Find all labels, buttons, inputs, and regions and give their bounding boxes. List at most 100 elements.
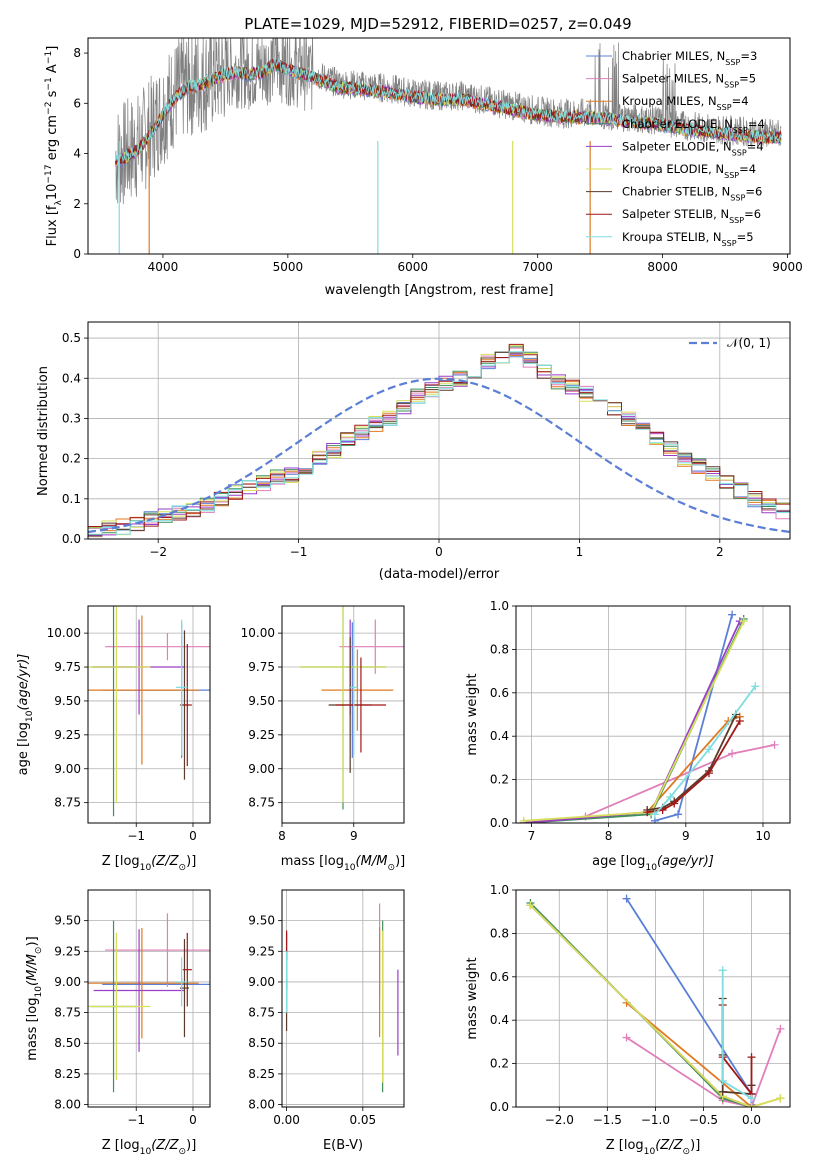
- label-part: )]: [690, 1138, 700, 1153]
- label-part: mass [log: [25, 998, 40, 1061]
- x-tick-label: −1.0: [641, 1113, 670, 1127]
- label-part: Salpeter STELIB, N: [622, 207, 729, 221]
- errorbar-point: [182, 643, 192, 767]
- y-tick-label: 0: [73, 247, 81, 261]
- figure-title: PLATE=1029, MJD=52912, FIBERID=0257, z=0…: [244, 15, 631, 33]
- y-tick-label: 0.6: [490, 686, 509, 700]
- axes-frame: [515, 605, 791, 824]
- y-tick-label: 8.00: [248, 1098, 275, 1112]
- y-tick-label: 8.75: [248, 1006, 275, 1020]
- label-part: A: [45, 64, 60, 77]
- axes-weight_vs_Z: −2.0 −1.5 −1.0 −0.5 0.0 0.0 0.2 0.4 0.6 0.8 1.0 Z […: [465, 883, 791, 1157]
- label-part: =3: [740, 49, 757, 63]
- weight-series-2: [523, 715, 741, 823]
- weight-marker: [704, 769, 713, 778]
- y-tick-label: 0.8: [490, 642, 509, 656]
- legend-label: Kroupa STELIB, NSSP=5: [622, 230, 754, 248]
- axes-frame: [87, 37, 791, 255]
- weight-series-8: [721, 970, 752, 1100]
- weight-series-7: [721, 1005, 753, 1097]
- label-part: )]: [25, 936, 40, 946]
- model-spectrum-6: [115, 59, 782, 165]
- x-tick-label: 8: [605, 829, 613, 843]
- x-axis-label: (data-model)/error: [379, 567, 500, 582]
- x-tick-label: −1: [290, 545, 308, 559]
- plot-area-weight_vs_Z: [526, 894, 785, 1107]
- normal-curve: [88, 377, 790, 534]
- label-part: =6: [744, 207, 761, 221]
- plot-area-mass_vs_ebv: [285, 903, 399, 1093]
- label-part: (Z/Z: [655, 1138, 683, 1153]
- weight-series-5: [529, 904, 781, 1107]
- y-tick-label: 0.4: [490, 1013, 509, 1027]
- weight-marker: [526, 901, 535, 910]
- y-tick-label: 8.75: [54, 1006, 81, 1020]
- y-tick-label: 8.00: [54, 1098, 81, 1112]
- weight-marker: [718, 1087, 727, 1096]
- y-tick-label: 8.75: [248, 796, 275, 810]
- x-tick-label: 8: [278, 829, 286, 843]
- weight-marker: [519, 816, 528, 823]
- errorbar-point: [93, 929, 185, 1052]
- label-part: =5: [737, 230, 754, 244]
- errorbar-point: [175, 619, 188, 756]
- label-part: (age/yr)]: [16, 654, 31, 711]
- axes-residuals: −2 −1 0 1 2 0.0 0.1 0.2 0.3 0.4 0.5 𝒩(0, 1) (data-mo…: [36, 321, 791, 582]
- y-tick-label: 9.75: [248, 660, 275, 674]
- errorbar-point: [88, 615, 199, 765]
- errorbar-point: [105, 913, 210, 987]
- label-part: erg cm: [45, 115, 60, 164]
- x-tick-label: 0: [189, 829, 197, 843]
- axes-mass_vs_ebv: 0.00 0.05 8.00 8.25 8.50 8.75 9.00 9.25 9.50 E(B-…: [248, 889, 405, 1153]
- residual-histogram-3: [88, 346, 790, 534]
- label-part: (Z/Z: [151, 1138, 179, 1153]
- x-axis-label: Z [log10(Z/Z⊙)]: [102, 854, 197, 873]
- errorbar-point: [299, 606, 387, 803]
- label-part: ⊙: [179, 863, 187, 873]
- label-part: mass [log: [281, 854, 344, 869]
- axes-frame: [87, 605, 211, 824]
- x-tick-label: 7: [528, 829, 536, 843]
- errorbar-point: [335, 657, 387, 753]
- weight-marker: [658, 805, 667, 814]
- y-tick-label: 2: [73, 197, 81, 211]
- legend-label: Salpeter MILES, NSSP=5: [622, 72, 756, 90]
- y-tick-label: 9.00: [54, 975, 81, 989]
- label-part: (Z/Z: [151, 854, 179, 869]
- weight-marker: [622, 894, 631, 903]
- label-part: SSP: [724, 80, 739, 89]
- weight-marker: [704, 745, 713, 754]
- x-tick-label: −2.0: [545, 1113, 574, 1127]
- label-part: SSP: [717, 103, 732, 112]
- y-tick-label: 0.3: [62, 411, 81, 425]
- y-tick-label: 8: [73, 46, 81, 60]
- label-part: 10: [140, 1147, 152, 1157]
- frame-mass_vs_ebv: 0.00 0.05 8.00 8.25 8.50 8.75 9.00 9.25 9.50 E(B-…: [248, 889, 405, 1153]
- label-part: 10: [645, 863, 657, 873]
- label-part: 10: [34, 986, 44, 998]
- errorbar-point: [88, 606, 151, 803]
- label-part: 10: [45, 184, 60, 201]
- x-tick-label: 0: [189, 1113, 197, 1127]
- weight-marker: [670, 799, 679, 808]
- y-tick-label: 9.25: [248, 728, 275, 742]
- x-tick-label: 0.0: [742, 1113, 761, 1127]
- y-tick-label: 0.4: [62, 371, 81, 385]
- residual-histogram-6: [88, 351, 790, 536]
- y-axis-label: age [log10(age/yr)]: [16, 654, 35, 776]
- y-tick-label: 0.0: [62, 532, 81, 546]
- y-tick-label: 9.50: [54, 914, 81, 928]
- label-part: s: [45, 90, 60, 101]
- x-tick-label: 9: [350, 829, 358, 843]
- legend-label: 𝒩(0, 1): [727, 336, 771, 350]
- y-axis-label: mass [log10(M/M⊙)]: [25, 936, 44, 1060]
- y-tick-label: 0.8: [490, 926, 509, 940]
- weight-marker: [643, 808, 652, 817]
- y-tick-label: 0.1: [62, 492, 81, 506]
- y-tick-label: 1.0: [490, 883, 509, 897]
- y-axis-label: Flux [fλ10−17 erg cm−2 s−1 A−1]: [44, 46, 64, 247]
